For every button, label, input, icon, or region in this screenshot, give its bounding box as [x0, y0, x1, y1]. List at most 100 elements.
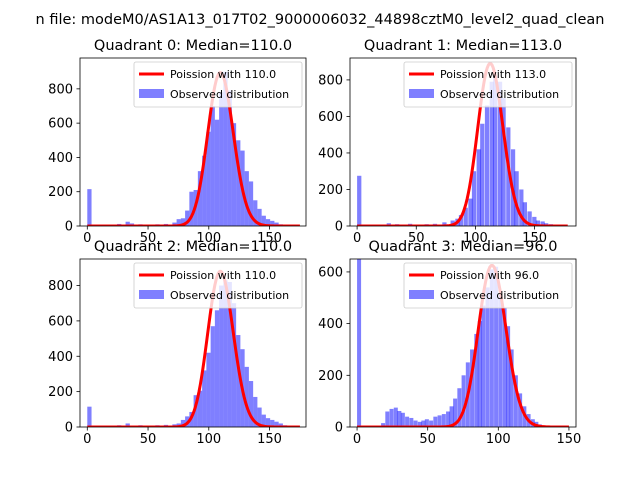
poisson-fit-line [87, 71, 301, 226]
x-tick-label: 100 [196, 231, 221, 246]
x-tick-label: 150 [257, 231, 282, 246]
histogram-bar [513, 375, 518, 427]
y-tick-label: 600 [48, 117, 73, 132]
x-tick-label: 50 [408, 231, 425, 246]
histogram-bar [446, 411, 451, 427]
y-tick-label: 0 [65, 220, 73, 235]
histogram-bar [489, 81, 494, 226]
y-tick-label: 0 [335, 220, 343, 235]
subplot-title: Quadrant 2: Median=110.0 [94, 239, 292, 255]
histogram-bar [206, 352, 211, 427]
histogram-bar [257, 208, 262, 226]
histogram-bar [227, 281, 232, 427]
x-tick-label: 100 [196, 432, 221, 447]
histogram-bar [223, 280, 228, 427]
x-tick-label: 150 [257, 432, 282, 447]
x-tick-label: 50 [419, 432, 436, 447]
histogram-bar [270, 419, 275, 427]
histogram-bar [244, 366, 249, 427]
x-tick-label: 150 [522, 231, 547, 246]
y-tick-label: 800 [318, 73, 343, 88]
histogram-bar [471, 171, 477, 226]
histogram-bar [253, 396, 258, 427]
histogram-bar [468, 198, 473, 226]
histogram-bar [498, 295, 503, 427]
y-tick-label: 200 [318, 183, 343, 198]
histogram-bar [421, 420, 426, 427]
legend-box [403, 262, 573, 309]
histogram-bar [357, 175, 362, 226]
histogram-bar [540, 221, 545, 226]
legend-box [403, 61, 573, 108]
legend-label-observed: Observed distribution [440, 289, 559, 302]
axes-frame [79, 258, 307, 428]
x-tick-label: 50 [140, 231, 157, 246]
histogram-bar [532, 216, 537, 226]
histogram-bar [193, 395, 198, 427]
subplot-3: 0 50 100 150 0 200 400 600 Poission with 96.0 Obs… [318, 239, 581, 447]
histogram-bar [405, 416, 410, 427]
legend-box [133, 61, 303, 108]
histogram-bar [527, 211, 532, 226]
histogram-bar [474, 333, 479, 427]
histogram-bar [442, 222, 447, 226]
histogram-bar [457, 388, 462, 427]
histogram-bar [274, 421, 279, 427]
legend-bar-swatch [139, 290, 164, 299]
subplot-2: 0 50 100 150 0 200 400 600 800 Poission with 110.… [48, 239, 307, 447]
histogram-bar [206, 131, 211, 226]
histogram-bar [125, 423, 130, 427]
histogram-bar [265, 418, 271, 427]
histogram-bar [481, 305, 486, 427]
histogram-bar [87, 189, 92, 226]
y-tick-label: 200 [318, 369, 343, 384]
poisson-fit-line [356, 263, 570, 427]
histogram-bar [497, 81, 503, 226]
x-tick-label: 100 [463, 231, 488, 246]
plot-area [87, 269, 301, 427]
histogram-bar [248, 381, 254, 427]
histogram-bar [257, 407, 262, 427]
legend-label-observed: Observed distribution [170, 88, 289, 101]
histogram-bar [253, 200, 258, 226]
x-tick-label: 0 [353, 432, 361, 447]
histogram-bar [197, 390, 203, 427]
histogram-bar [400, 412, 405, 427]
plot-area [356, 259, 570, 427]
axes-frame [349, 57, 577, 227]
y-tick-label: 400 [318, 317, 343, 332]
histogram-bar [501, 98, 506, 226]
histogram-bar [231, 303, 237, 427]
histogram-bar [389, 408, 394, 427]
y-tick-label: 600 [48, 314, 73, 329]
histogram-bar [202, 155, 207, 226]
histogram-bar [125, 221, 130, 226]
histogram-bar [437, 415, 442, 427]
histogram-bar [219, 92, 224, 226]
subplot-title: Quadrant 0: Median=110.0 [94, 38, 292, 54]
legend-label-observed: Observed distribution [170, 289, 289, 302]
histogram-bar [514, 171, 519, 226]
histogram-bar [236, 140, 241, 226]
x-tick-label: 0 [353, 231, 361, 246]
histogram-bar [381, 423, 386, 427]
subplot-0: 0 50 100 150 0 200 400 600 800 Poission with 110.… [48, 38, 307, 246]
histogram-bar [417, 421, 422, 427]
histogram-bar [219, 285, 224, 427]
y-tick-label: 200 [48, 185, 73, 200]
y-tick-label: 400 [318, 146, 343, 161]
histogram-bar [393, 407, 398, 427]
histogram-bar [493, 76, 498, 226]
histogram-bar [480, 123, 485, 226]
histogram-bar [429, 420, 434, 427]
legend-bar-swatch [409, 89, 434, 98]
histogram-bar [458, 215, 464, 226]
histogram-bar [210, 326, 215, 427]
histogram-bar [180, 419, 186, 427]
histogram-bar [214, 119, 220, 226]
histogram-bar [248, 181, 254, 226]
histogram-bar [265, 219, 271, 226]
legend-label-fit: Poission with 110.0 [170, 269, 276, 282]
histogram-bar [223, 71, 228, 226]
